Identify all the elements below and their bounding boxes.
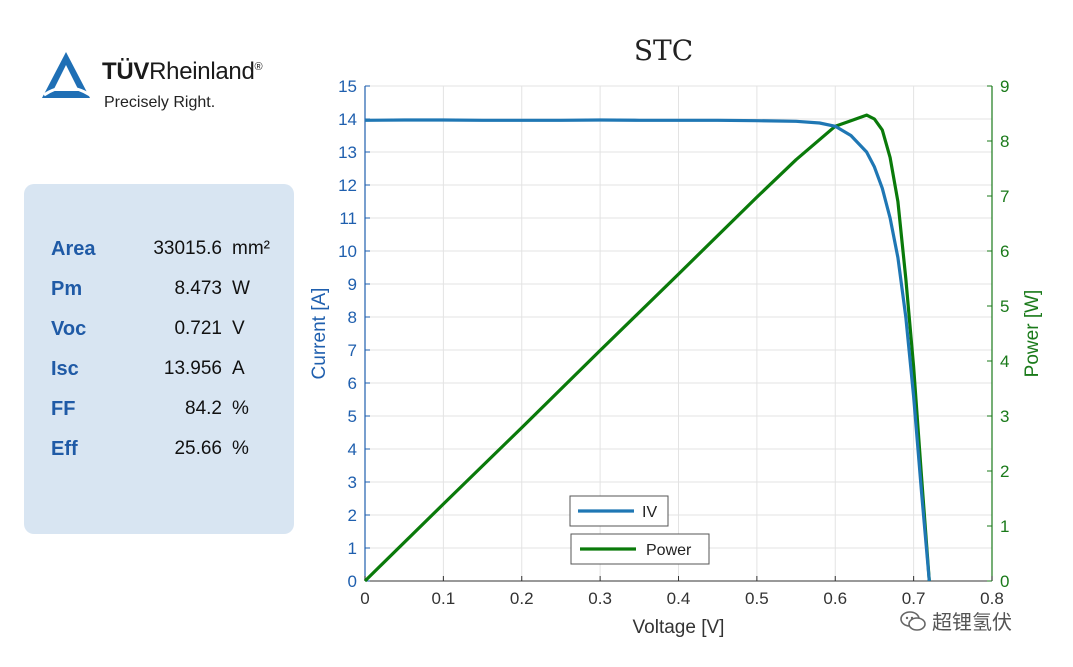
stat-row-eff: Eff 25.66 % xyxy=(24,438,294,468)
y-left-tick-label: 15 xyxy=(338,77,357,96)
y-right-tick-label: 9 xyxy=(1000,77,1009,96)
stats-panel: Area 33015.6 mm² Pm 8.473 W Voc 0.721 V … xyxy=(24,184,294,534)
stat-unit: A xyxy=(232,358,245,379)
x-tick-label: 0.1 xyxy=(432,589,456,608)
y-left-tick-label: 10 xyxy=(338,242,357,261)
y-left-tick-label: 3 xyxy=(348,473,357,492)
stat-label: Eff xyxy=(51,438,78,460)
y-right-tick-label: 6 xyxy=(1000,242,1009,261)
x-tick-label: 0 xyxy=(360,589,369,608)
y-left-tick-label: 14 xyxy=(338,110,357,129)
x-tick-label: 0.2 xyxy=(510,589,534,608)
tuv-rheinland-logo: TÜVRheinland® Precisely Right. xyxy=(38,44,294,116)
watermark-text: 超锂氢伏 xyxy=(932,610,1012,634)
stat-unit: V xyxy=(232,318,245,339)
logo-brand-rest: Rheinland xyxy=(149,58,255,85)
y-left-tick-label: 13 xyxy=(338,143,357,162)
stat-unit: mm² xyxy=(232,238,270,259)
stat-value: 84.2 xyxy=(185,398,222,419)
y-axis-label-left: Current [A] xyxy=(309,288,330,380)
stat-row-ff: FF 84.2 % xyxy=(24,398,294,428)
stat-label: Isc xyxy=(51,358,79,380)
y-right-tick-label: 1 xyxy=(1000,517,1009,536)
y-left-tick-label: 0 xyxy=(348,572,357,591)
y-left-tick-label: 7 xyxy=(348,341,357,360)
y-right-tick-label: 8 xyxy=(1000,132,1009,151)
stat-row-area: Area 33015.6 mm² xyxy=(24,238,294,268)
chart-title: STC xyxy=(634,34,693,67)
stat-value: 8.473 xyxy=(174,278,222,299)
stat-value: 25.66 xyxy=(174,438,222,459)
stat-unit: W xyxy=(232,278,250,299)
legend-label-power: Power xyxy=(646,542,692,559)
stat-label: Voc xyxy=(51,318,87,340)
y-left-tick-label: 8 xyxy=(348,308,357,327)
stat-value: 33015.6 xyxy=(153,238,222,259)
series-iv-line xyxy=(364,118,931,582)
stat-value: 13.956 xyxy=(163,358,222,379)
y-right-tick-label: 7 xyxy=(1000,187,1009,206)
x-axis-label: Voltage [V] xyxy=(633,617,725,638)
y-left-tick-label: 4 xyxy=(348,440,357,459)
x-tick-label: 0.4 xyxy=(667,589,691,608)
wechat-icon xyxy=(900,610,926,631)
stat-row-voc: Voc 0.721 V xyxy=(24,318,294,348)
stat-unit: % xyxy=(232,398,249,419)
stat-unit: % xyxy=(232,438,249,459)
y-right-tick-label: 0 xyxy=(1000,572,1009,591)
y-left-tick-label: 2 xyxy=(348,506,357,525)
y-right-tick-label: 3 xyxy=(1000,407,1009,426)
stat-row-isc: Isc 13.956 A xyxy=(24,358,294,388)
x-tick-label: 0.6 xyxy=(823,589,847,608)
registered-mark: ® xyxy=(254,61,263,73)
logo-tagline: Precisely Right. xyxy=(104,94,216,111)
x-tick-label: 0.5 xyxy=(745,589,769,608)
y-right-tick-label: 2 xyxy=(1000,462,1009,481)
x-tick-label: 0.7 xyxy=(902,589,926,608)
logo-brand-bold: TÜV xyxy=(102,58,150,85)
stat-label: FF xyxy=(51,398,76,420)
y-axis-label-right: Power [W] xyxy=(1022,290,1043,378)
y-right-tick-label: 4 xyxy=(1000,352,1009,371)
series-power-line xyxy=(363,113,931,583)
y-left-tick-label: 11 xyxy=(339,209,357,228)
watermark: 超锂氢伏 xyxy=(900,606,1012,635)
stat-label: Area xyxy=(51,238,96,260)
stat-label: Pm xyxy=(51,278,83,300)
y-right-tick-label: 5 xyxy=(1000,297,1009,316)
y-left-tick-label: 12 xyxy=(338,176,357,195)
tuv-triangle-icon xyxy=(42,52,91,98)
y-left-tick-label: 9 xyxy=(348,275,357,294)
y-left-tick-label: 1 xyxy=(348,539,357,558)
x-tick-label: 0.8 xyxy=(980,589,1004,608)
x-tick-label: 0.3 xyxy=(588,589,612,608)
legend-label-iv: IV xyxy=(642,504,657,521)
y-left-tick-label: 6 xyxy=(348,374,357,393)
stat-row-pm: Pm 8.473 W xyxy=(24,278,294,308)
logo-brand: TÜVRheinland® xyxy=(102,58,263,86)
stat-value: 0.721 xyxy=(174,318,222,339)
iv-power-chart: 0 0.1 0.2 0.3 0.4 0.5 0.6 0.7 0.8012345678910111… xyxy=(309,34,1043,638)
y-left-tick-label: 5 xyxy=(348,407,357,426)
